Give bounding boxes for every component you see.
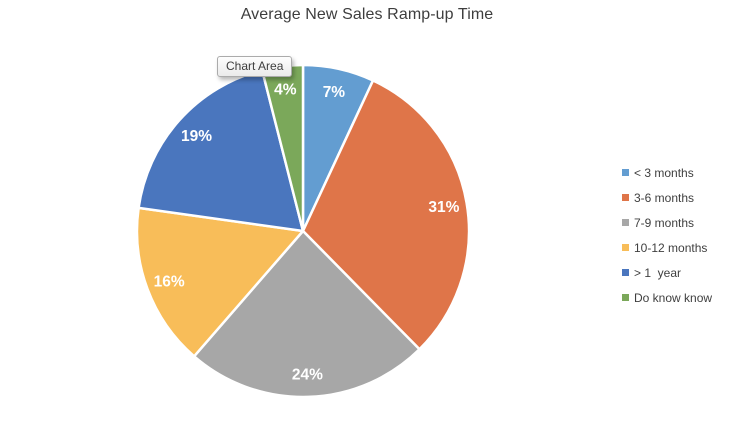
pie-label-10-12-months: 16% bbox=[154, 274, 185, 291]
legend-label: > 1 year bbox=[634, 265, 682, 280]
pie-slice-7-9-months[interactable] bbox=[192, 229, 421, 399]
legend-swatch bbox=[622, 219, 629, 226]
legend-item-3-6-months[interactable]: 3-6 months bbox=[622, 185, 712, 210]
legend-label: 3-6 months bbox=[634, 190, 695, 205]
legend-swatch bbox=[622, 244, 629, 251]
pie-slice-10-12-months[interactable] bbox=[135, 206, 305, 358]
legend-item-10-12-months[interactable]: 10-12 months bbox=[622, 235, 712, 260]
chart-area-tooltip: Chart Area bbox=[217, 56, 293, 77]
legend-item-7-9-months[interactable]: 7-9 months bbox=[622, 210, 712, 235]
legend-swatch bbox=[622, 269, 629, 276]
pie-label-3-months: 7% bbox=[323, 84, 346, 101]
pie-label-7-9-months: 24% bbox=[292, 366, 323, 383]
legend-swatch bbox=[622, 194, 629, 201]
legend-item-do-know-know[interactable]: Do know know bbox=[622, 285, 712, 310]
pie-label-do-know-know: 4% bbox=[274, 82, 297, 99]
legend-item-1-year[interactable]: > 1 year bbox=[622, 260, 712, 285]
legend: < 3 months 3-6 months 7-9 months 10-12 m… bbox=[622, 160, 712, 310]
legend-label: < 3 months bbox=[634, 165, 694, 180]
pie-slice-3-6-months[interactable] bbox=[301, 79, 471, 351]
legend-label: 7-9 months bbox=[634, 215, 695, 230]
legend-swatch bbox=[622, 294, 629, 301]
pie-label-3-6-months: 31% bbox=[428, 199, 459, 216]
legend-item-3-months[interactable]: < 3 months bbox=[622, 160, 712, 185]
legend-label: 10-12 months bbox=[634, 240, 708, 255]
legend-label: Do know know bbox=[634, 290, 713, 305]
legend-swatch bbox=[622, 169, 629, 176]
chart-title: Average New Sales Ramp-up Time bbox=[240, 6, 494, 23]
pie-label-1-year: 19% bbox=[181, 128, 212, 145]
